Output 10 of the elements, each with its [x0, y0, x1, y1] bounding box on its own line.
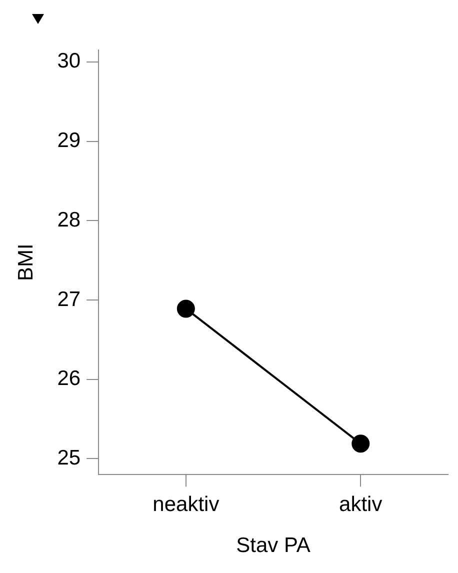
- y-tick-label: 29: [57, 129, 81, 152]
- x-tick-label: aktiv: [339, 492, 383, 516]
- y-tick-label: 28: [57, 208, 81, 232]
- x-axis-title: Stav PA: [236, 534, 310, 558]
- y-tick-label: 27: [57, 288, 81, 311]
- x-tick-label: neaktiv: [152, 492, 220, 516]
- y-tick-label: 30: [57, 50, 81, 73]
- y-axis-title: BMI: [14, 244, 38, 281]
- y-tick-label: 26: [57, 367, 81, 390]
- y-tick-label: 25: [57, 446, 81, 470]
